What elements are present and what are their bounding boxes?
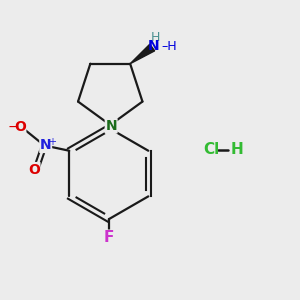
Text: Cl: Cl [203,142,219,158]
Text: N: N [40,138,52,152]
Text: N: N [105,119,117,133]
Text: F: F [103,230,114,245]
Text: O: O [14,120,26,134]
Text: O: O [28,163,40,177]
Text: −: − [7,120,19,134]
Text: N: N [105,119,117,133]
Text: H: H [151,31,160,44]
Text: –H: –H [161,40,177,53]
Text: H: H [231,142,244,158]
Polygon shape [130,44,155,64]
Text: N: N [148,39,160,53]
Text: +: + [49,137,56,148]
